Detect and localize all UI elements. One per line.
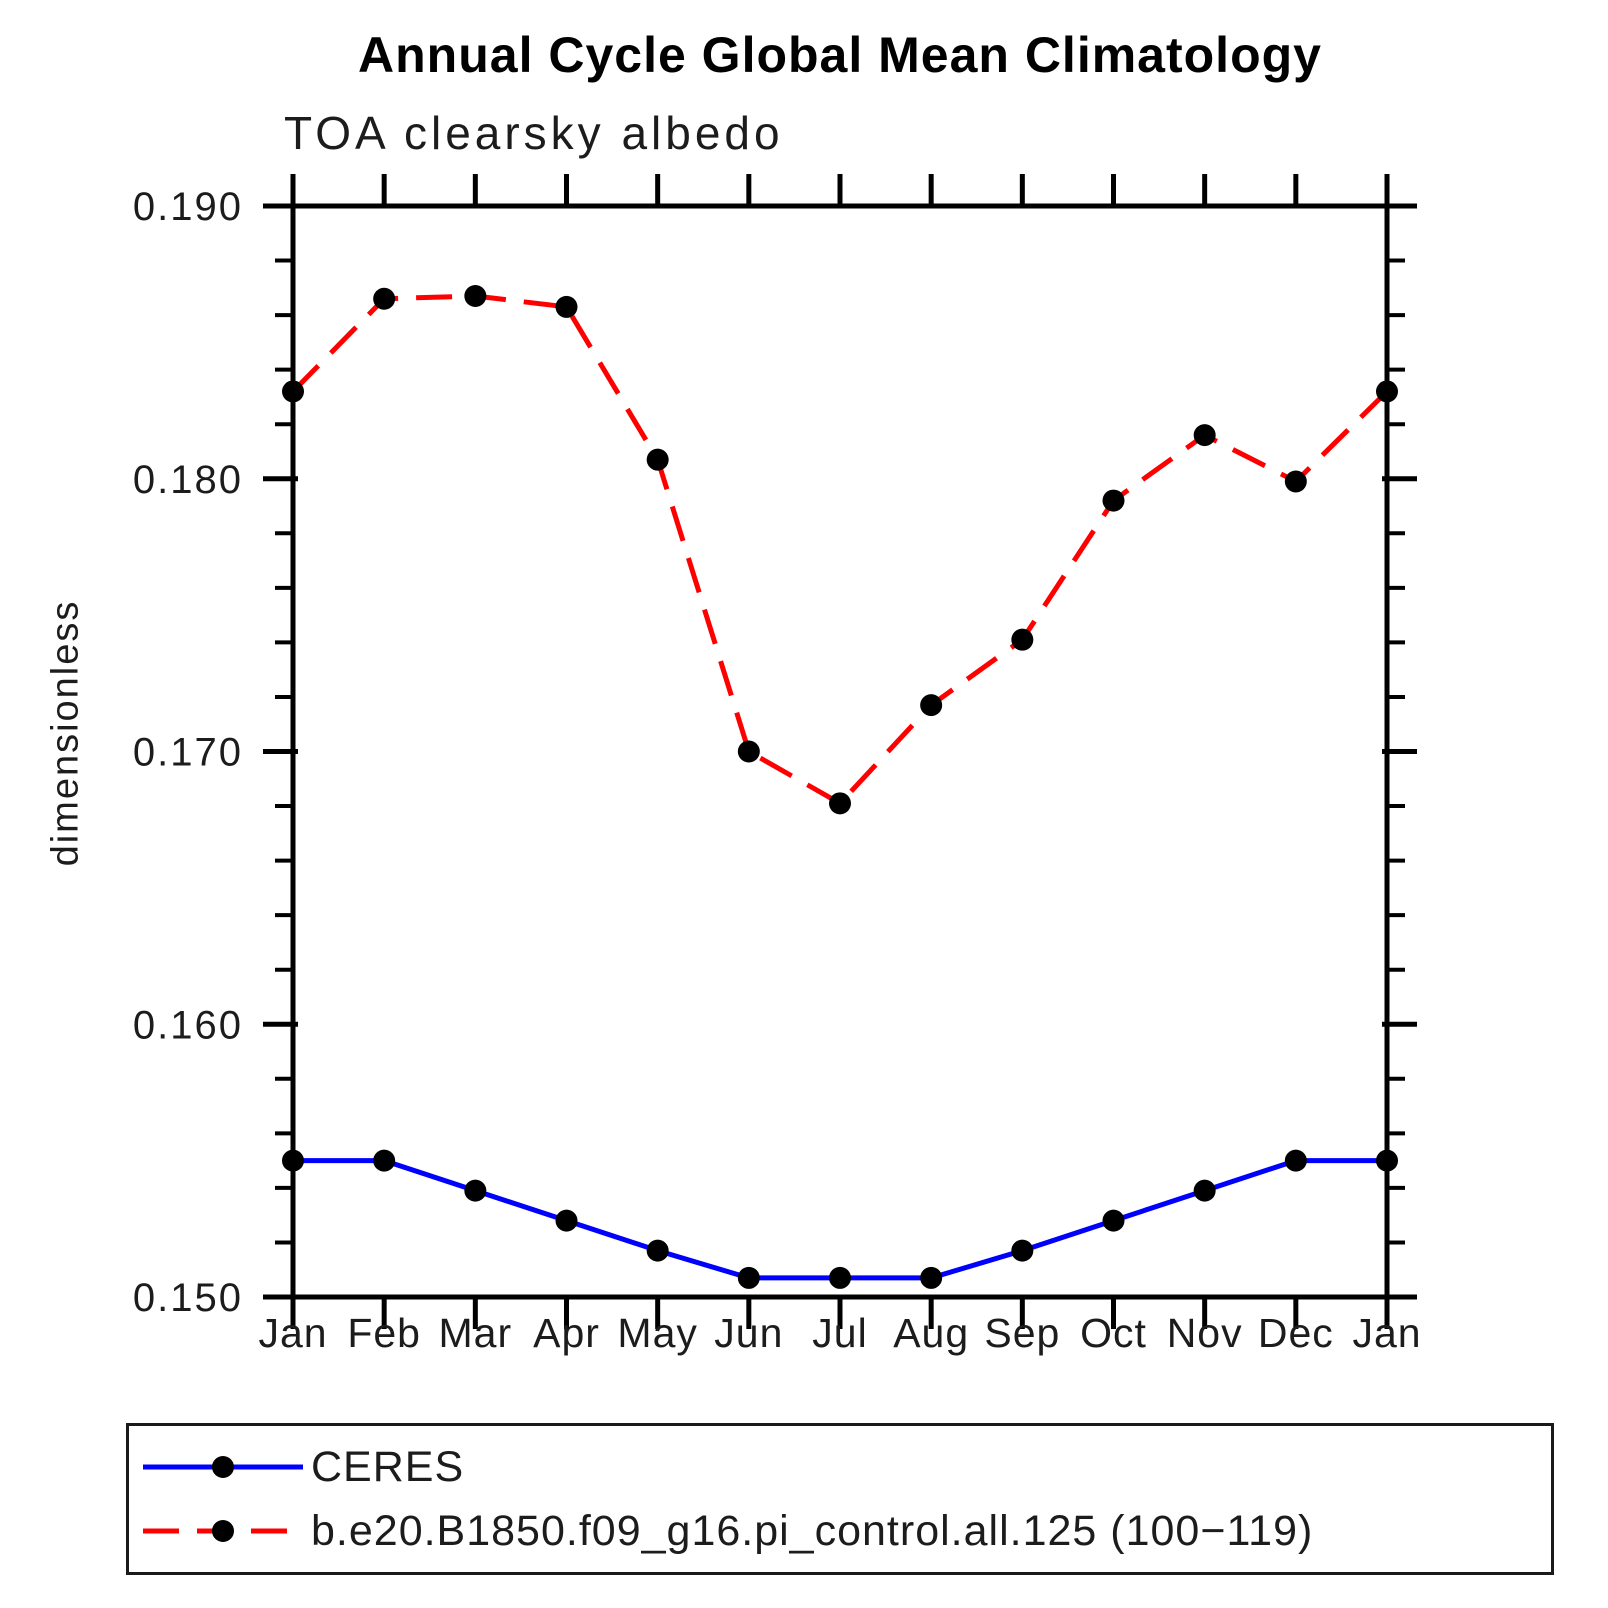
legend-marker-ceres	[212, 1456, 234, 1478]
legend-sample-model	[143, 1520, 303, 1542]
data-point-ceres	[920, 1266, 943, 1289]
data-point-ceres	[464, 1179, 487, 1202]
legend-item-model: b.e20.B1850.f09_g16.pi_control.all.125 (…	[141, 1507, 1551, 1555]
y-tick-label: 0.180	[133, 458, 243, 502]
data-point-model	[1376, 380, 1398, 403]
data-point-model	[373, 287, 396, 310]
x-tick-label: Jun	[714, 1310, 783, 1356]
data-point-model	[737, 740, 760, 763]
data-point-ceres	[282, 1149, 304, 1172]
data-point-ceres	[1193, 1179, 1216, 1202]
data-point-model	[646, 448, 669, 471]
data-point-model	[1102, 489, 1125, 512]
x-tick-label: Apr	[533, 1310, 600, 1356]
data-point-ceres	[737, 1266, 760, 1289]
x-tick-label: Jul	[812, 1310, 867, 1356]
data-point-ceres	[646, 1239, 669, 1262]
legend-sample-ceres	[143, 1456, 303, 1478]
data-point-model	[829, 792, 851, 815]
x-tick-label: Feb	[347, 1310, 421, 1356]
x-tick-label: Jan	[1352, 1310, 1421, 1356]
legend-marker-model	[212, 1520, 234, 1542]
chart-title: Annual Cycle Global Mean Climatology	[358, 27, 1322, 83]
y-tick-label: 0.160	[133, 1003, 243, 1047]
x-tick-label: Sep	[984, 1310, 1060, 1356]
data-point-model	[282, 380, 304, 403]
legend-label-ceres: CERES	[311, 1442, 465, 1491]
y-tick-label: 0.170	[133, 731, 243, 775]
x-tick-label: Nov	[1167, 1310, 1243, 1356]
data-point-model	[555, 295, 578, 318]
series-line-ceres	[293, 1158, 1387, 1281]
data-point-ceres	[373, 1149, 396, 1172]
chart-subtitle: TOA clearsky albedo	[284, 107, 784, 159]
data-point-model	[1011, 628, 1034, 651]
y-axis-title: dimensionless	[44, 599, 87, 867]
series-line-model	[291, 293, 1389, 807]
data-point-ceres	[1376, 1149, 1398, 1172]
data-point-ceres	[1284, 1149, 1307, 1172]
data-point-ceres	[1102, 1209, 1125, 1232]
data-point-model	[1193, 424, 1216, 447]
data-point-model	[920, 694, 943, 717]
x-tick-label: Oct	[1080, 1310, 1147, 1356]
x-tick-label: Mar	[439, 1310, 513, 1356]
x-tick-label: Aug	[893, 1310, 969, 1356]
data-point-ceres	[555, 1209, 578, 1232]
x-tick-label: Dec	[1258, 1310, 1334, 1356]
y-tick-label: 0.190	[133, 185, 243, 229]
legend-box: CERES b.e20.B1850.f09_g16.pi_control.all.…	[126, 1423, 1554, 1575]
data-point-ceres	[829, 1266, 851, 1289]
y-tick-label: 0.150	[133, 1276, 243, 1320]
data-point-model	[464, 285, 487, 308]
data-point-ceres	[1011, 1239, 1034, 1262]
x-tick-label: May	[617, 1310, 697, 1356]
legend-item-ceres: CERES	[141, 1443, 1551, 1491]
legend-label-model: b.e20.B1850.f09_g16.pi_control.all.125 (…	[311, 1506, 1314, 1555]
x-tick-label: Jan	[258, 1310, 327, 1356]
data-point-model	[1284, 470, 1307, 493]
